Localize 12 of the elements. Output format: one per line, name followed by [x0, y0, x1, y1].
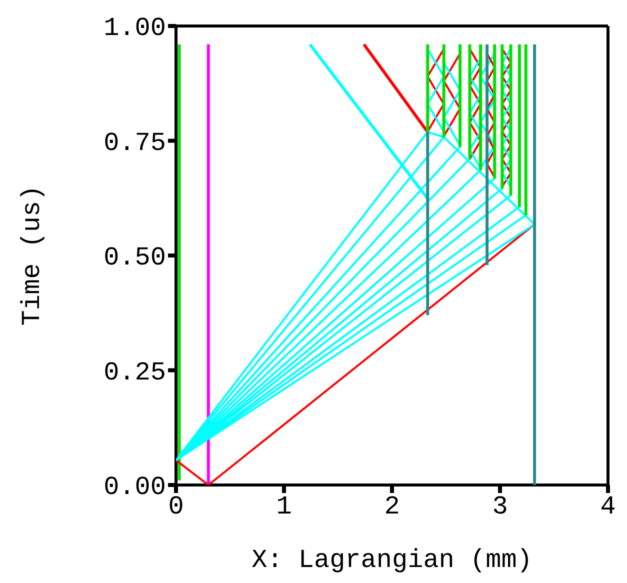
y-tick-label: 0.25 [104, 357, 166, 388]
x-tick-label: 2 [384, 491, 400, 522]
y-tick-label: 0.50 [104, 242, 166, 273]
x-tick-label: 0 [168, 491, 184, 522]
y-tick-label: 0.75 [104, 128, 166, 158]
x-tick-label: 1 [276, 491, 292, 522]
y-axis-title: Time (us) [17, 185, 48, 326]
x-axis-title: X: Lagrangian (mm) [252, 545, 532, 575]
y-tick-label: 0.00 [104, 472, 166, 502]
x-tick-label: 4 [600, 491, 616, 522]
y-tick-label: 1.00 [104, 13, 166, 44]
x-tick-label: 3 [492, 491, 508, 522]
